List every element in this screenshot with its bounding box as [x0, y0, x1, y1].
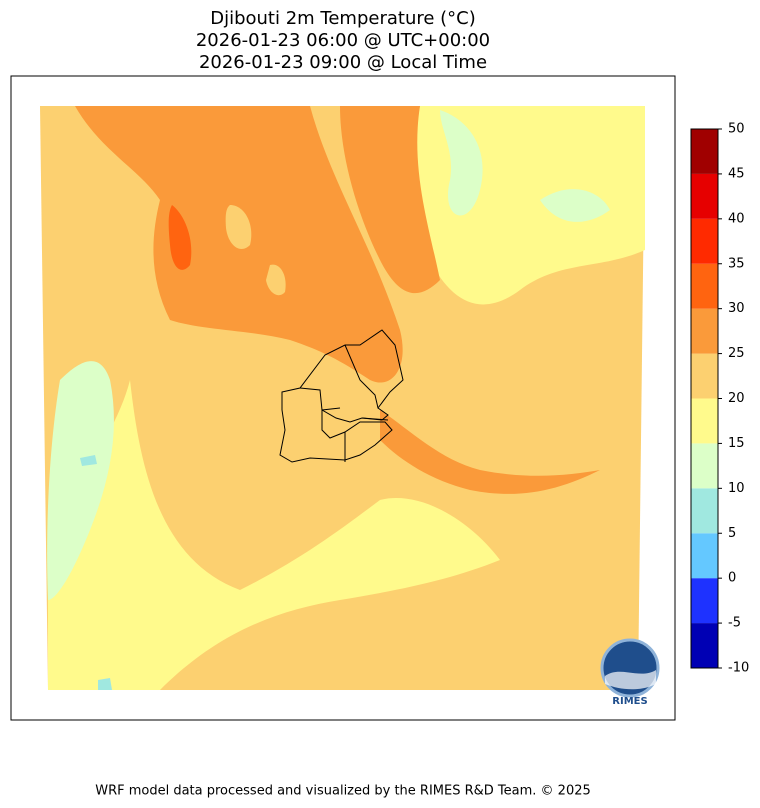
colorbar-segment [691, 353, 718, 399]
temperature-field [40, 106, 645, 690]
colorbar-tick-label: 45 [728, 166, 745, 181]
field-region [225, 205, 252, 249]
colorbar-tick-label: -5 [728, 616, 741, 631]
field-region [540, 189, 610, 222]
colorbar-tick-label: -10 [728, 661, 749, 676]
field-region [98, 678, 112, 690]
colorbar: -10 -5 0 5 10 15 20 25 30 35 40 45 50 [690, 122, 749, 676]
colorbar-segment [691, 443, 718, 489]
field-region [440, 110, 483, 216]
colorbar-tick-label: 5 [728, 526, 736, 541]
footer: WRF model data processed and visualized … [95, 784, 591, 799]
colorbar-segment [691, 263, 718, 309]
field-region [380, 410, 600, 494]
colorbar-tick-label: 10 [728, 481, 745, 496]
colorbar-segment [691, 129, 718, 174]
field-region [48, 380, 500, 690]
title-line: 2026-01-23 06:00 @ UTC+00:00 [196, 30, 490, 51]
colorbar-tick-label: 25 [728, 346, 745, 361]
colorbar-segment [691, 308, 718, 354]
colorbar-segment [691, 623, 718, 668]
title-line: 2026-01-23 09:00 @ Local Time [199, 52, 487, 73]
colorbar-tick-label: 40 [728, 211, 745, 226]
country-borders [279, 329, 404, 463]
colorbar-segment [691, 578, 718, 624]
colorbar-segment [691, 173, 718, 219]
logo-wave [605, 670, 656, 690]
colorbar-segment [691, 398, 718, 444]
district-border [299, 344, 389, 462]
field-region [266, 264, 286, 296]
field-region [47, 361, 114, 600]
colorbar-segment [691, 488, 718, 534]
field-region [168, 205, 192, 270]
colorbar-segment [691, 533, 718, 579]
colorbar-tick-label: 0 [728, 571, 736, 586]
colorbar-segment [691, 218, 718, 264]
logo: RIMES [600, 638, 660, 707]
title-line: Djibouti 2m Temperature (°C) [210, 8, 476, 29]
colorbar-tick-label: 50 [728, 122, 745, 137]
colorbar-tick-label: 30 [728, 301, 745, 316]
field-region [80, 455, 97, 466]
colorbar-tick-label: 35 [728, 256, 745, 271]
colorbar-tick-label: 15 [728, 436, 745, 451]
field-region [340, 106, 440, 294]
colorbar-tick-label: 20 [728, 391, 745, 406]
logo-text: RIMES [612, 696, 647, 707]
